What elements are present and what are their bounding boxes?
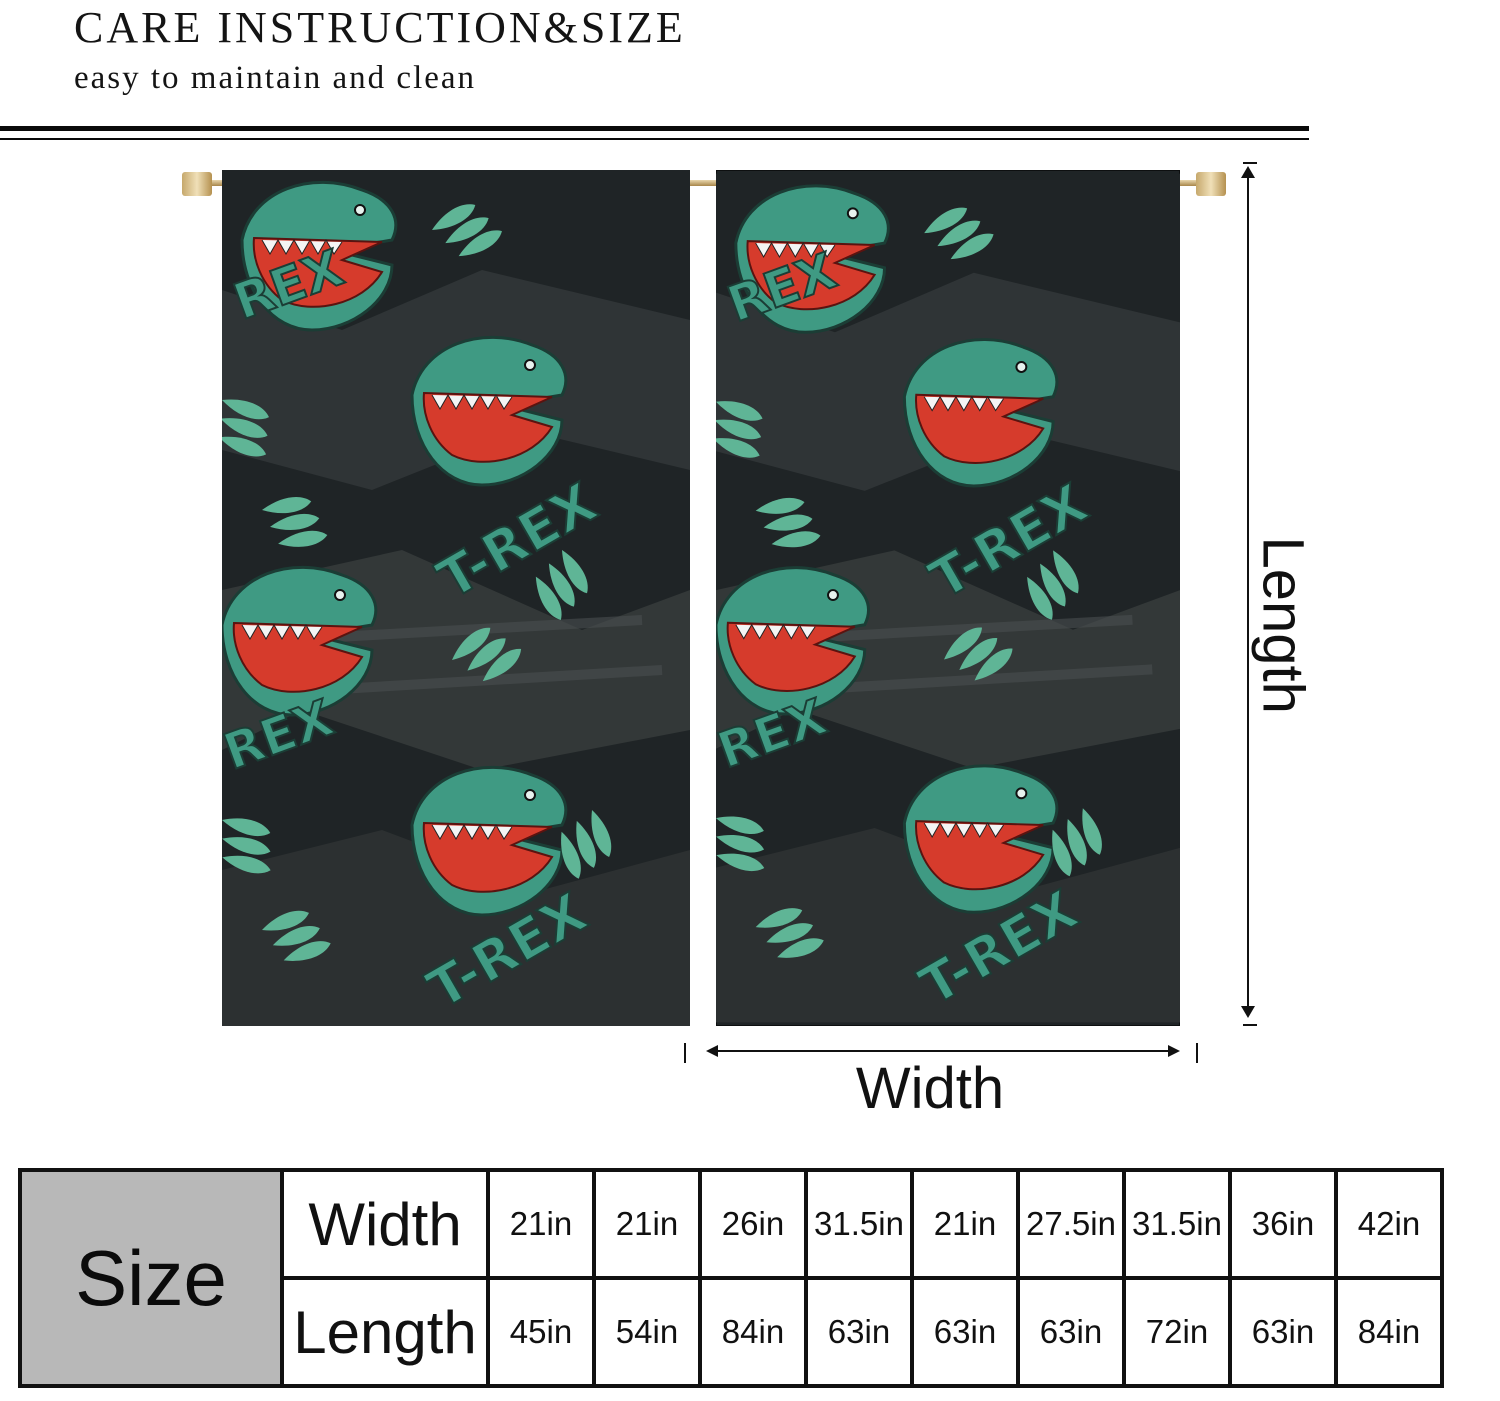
dinosaur-pattern bbox=[716, 170, 1180, 1026]
length-arrow-up-icon bbox=[1241, 166, 1255, 178]
length-value: 63in bbox=[910, 1276, 1020, 1388]
width-dimension-line bbox=[710, 1050, 1178, 1052]
width-value: 31.5in bbox=[1122, 1168, 1232, 1280]
length-value: 63in bbox=[1016, 1276, 1126, 1388]
length-dimension-line bbox=[1247, 168, 1249, 1014]
width-arrow-left-icon bbox=[706, 1045, 718, 1057]
size-header-cell: Size bbox=[18, 1168, 284, 1388]
length-value: 72in bbox=[1122, 1276, 1232, 1388]
page-subtitle: easy to maintain and clean bbox=[74, 60, 477, 96]
width-value: 31.5in bbox=[804, 1168, 914, 1280]
row-label-width: Width bbox=[280, 1168, 490, 1280]
width-label: Width bbox=[855, 1056, 1005, 1121]
table-row-length: Length 45in 54in 84in 63in 63in 63in 72i… bbox=[20, 1276, 1444, 1388]
page-title: CARE INSTRUCTION&SIZE bbox=[74, 3, 686, 52]
length-value: 63in bbox=[1228, 1276, 1338, 1388]
length-label: Length bbox=[1250, 536, 1316, 714]
width-value: 21in bbox=[910, 1168, 1020, 1280]
width-value: 36in bbox=[1228, 1168, 1338, 1280]
length-value: 84in bbox=[698, 1276, 808, 1388]
length-value: 45in bbox=[486, 1276, 596, 1388]
width-value: 27.5in bbox=[1016, 1168, 1126, 1280]
width-value: 21in bbox=[592, 1168, 702, 1280]
length-tick-bottom bbox=[1243, 1024, 1257, 1026]
divider-thick bbox=[0, 126, 1309, 131]
width-value: 26in bbox=[698, 1168, 808, 1280]
row-label-length: Length bbox=[280, 1276, 490, 1388]
width-tick-left bbox=[684, 1043, 686, 1063]
width-arrow-right-icon bbox=[1168, 1045, 1180, 1057]
length-value: 54in bbox=[592, 1276, 702, 1388]
curtain-rod bbox=[196, 180, 1210, 186]
curtain-panel-right bbox=[716, 170, 1180, 1026]
width-value: 21in bbox=[486, 1168, 596, 1280]
width-value: 42in bbox=[1334, 1168, 1444, 1280]
rod-finial-left bbox=[182, 172, 212, 196]
size-table: Size Width 21in 21in 26in 31.5in 21in 27… bbox=[18, 1168, 1444, 1388]
dinosaur-pattern bbox=[222, 170, 690, 1026]
width-tick-right bbox=[1196, 1043, 1198, 1063]
divider-thin bbox=[0, 138, 1309, 140]
length-value: 63in bbox=[804, 1276, 914, 1388]
length-arrow-down-icon bbox=[1241, 1006, 1255, 1018]
length-value: 84in bbox=[1334, 1276, 1444, 1388]
curtain-panel-left bbox=[222, 170, 690, 1026]
table-row-width: Size Width 21in 21in 26in 31.5in 21in 27… bbox=[18, 1168, 1444, 1388]
rod-finial-right bbox=[1196, 172, 1226, 196]
length-tick-top bbox=[1243, 162, 1257, 164]
